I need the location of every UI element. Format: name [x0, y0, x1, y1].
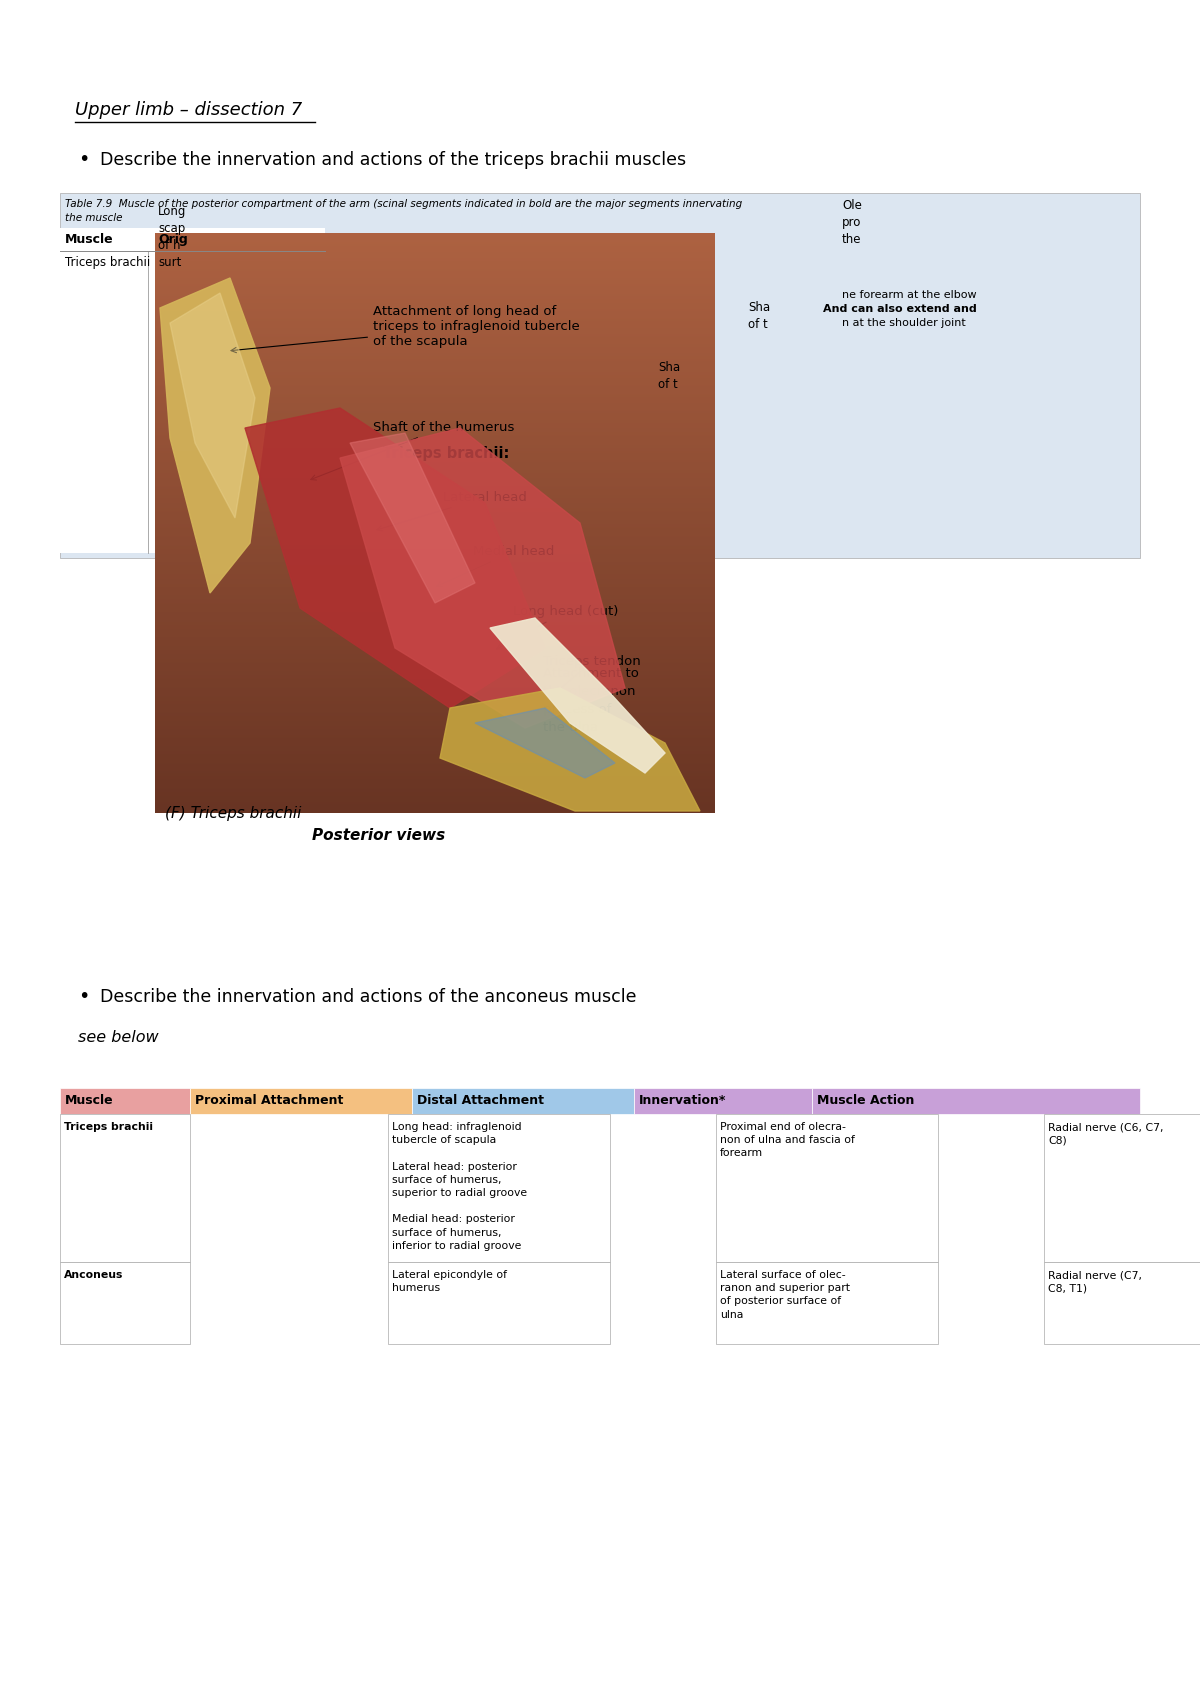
Text: Posterior views: Posterior views: [312, 829, 445, 842]
Text: the muscle: the muscle: [65, 212, 122, 222]
Text: Lateral epicondyle of
humerus: Lateral epicondyle of humerus: [392, 1270, 508, 1294]
Text: ne forearm at the elbow: ne forearm at the elbow: [842, 290, 977, 301]
Text: Upper limb – dissection 7: Upper limb – dissection 7: [74, 100, 302, 119]
Text: Lateral surface of olec-
ranon and superior part
of posterior surface of
ulna: Lateral surface of olec- ranon and super…: [720, 1270, 850, 1319]
Text: Medial head: Medial head: [437, 545, 554, 586]
Text: Triceps brachii: Triceps brachii: [64, 1122, 154, 1133]
FancyBboxPatch shape: [60, 1262, 190, 1345]
Text: Describe the innervation and actions of the anconeus muscle: Describe the innervation and actions of …: [100, 988, 636, 1005]
Text: Triceps tendon: Triceps tendon: [542, 655, 641, 693]
Text: Triceps brachii:: Triceps brachii:: [383, 447, 509, 460]
Text: Ole
pro
the: Ole pro the: [842, 199, 862, 246]
Polygon shape: [475, 708, 616, 778]
Text: Sha
of t: Sha of t: [748, 301, 770, 331]
Text: Innervation*: Innervation*: [640, 1095, 726, 1107]
FancyBboxPatch shape: [60, 1114, 190, 1262]
Text: Triceps brachii: Triceps brachii: [65, 256, 150, 268]
Text: Attachment to
the olecranon
process of
the ulna: Attachment to the olecranon process of t…: [542, 667, 638, 734]
Text: Table 7.9  Muscle of the posterior compartment of the arm (scinal segments indic: Table 7.9 Muscle of the posterior compar…: [65, 199, 743, 209]
FancyBboxPatch shape: [716, 1262, 938, 1345]
FancyBboxPatch shape: [634, 1088, 812, 1114]
Text: n at the shoulder joint: n at the shoulder joint: [842, 318, 966, 328]
Text: And can also extend and: And can also extend and: [823, 304, 977, 314]
Text: Attachment of long head of
triceps to infraglenoid tubercle
of the scapula: Attachment of long head of triceps to in…: [232, 306, 580, 353]
FancyBboxPatch shape: [812, 1088, 1140, 1114]
Text: Describe the innervation and actions of the triceps brachii muscles: Describe the innervation and actions of …: [100, 151, 686, 170]
Text: Radial nerve (C7,
C8, T1): Radial nerve (C7, C8, T1): [1048, 1270, 1142, 1294]
Text: Sha
of t: Sha of t: [658, 362, 680, 391]
FancyBboxPatch shape: [1044, 1114, 1200, 1262]
Text: see below: see below: [78, 1031, 158, 1044]
Polygon shape: [340, 428, 625, 728]
FancyBboxPatch shape: [1044, 1262, 1200, 1345]
Polygon shape: [440, 688, 700, 812]
Text: Long head (cut): Long head (cut): [497, 604, 618, 649]
Text: •: •: [78, 987, 89, 1005]
FancyBboxPatch shape: [60, 194, 1140, 559]
Text: Long
scap
of h
surt: Long scap of h surt: [158, 205, 186, 268]
Text: Anconeus: Anconeus: [64, 1270, 124, 1280]
Polygon shape: [160, 278, 270, 593]
FancyBboxPatch shape: [388, 1262, 610, 1345]
Polygon shape: [490, 618, 665, 773]
FancyBboxPatch shape: [190, 1088, 412, 1114]
Text: Muscle Action: Muscle Action: [817, 1095, 914, 1107]
Polygon shape: [350, 433, 475, 603]
Text: Long head: infraglenoid
tubercle of scapula

Lateral head: posterior
surface of : Long head: infraglenoid tubercle of scap…: [392, 1122, 527, 1251]
Text: Lateral head: Lateral head: [377, 491, 527, 531]
Text: Orig: Orig: [158, 233, 187, 246]
FancyBboxPatch shape: [60, 1088, 190, 1114]
FancyBboxPatch shape: [412, 1088, 634, 1114]
Text: Distal Attachment: Distal Attachment: [418, 1095, 544, 1107]
FancyBboxPatch shape: [716, 1114, 938, 1262]
Text: Proximal Attachment: Proximal Attachment: [194, 1095, 343, 1107]
Text: Radial nerve (C6, C7,
C8): Radial nerve (C6, C7, C8): [1048, 1122, 1164, 1144]
Text: Muscle: Muscle: [65, 1095, 114, 1107]
Text: •: •: [78, 149, 89, 170]
FancyBboxPatch shape: [388, 1114, 610, 1262]
Text: Shaft of the humerus: Shaft of the humerus: [311, 421, 515, 481]
Text: Muscle: Muscle: [65, 233, 114, 246]
Polygon shape: [245, 408, 545, 708]
FancyBboxPatch shape: [60, 228, 325, 554]
Text: Proximal end of olecra-
non of ulna and fascia of
forearm: Proximal end of olecra- non of ulna and …: [720, 1122, 854, 1158]
Polygon shape: [170, 294, 256, 518]
Text: (F) Triceps brachii: (F) Triceps brachii: [166, 807, 301, 822]
